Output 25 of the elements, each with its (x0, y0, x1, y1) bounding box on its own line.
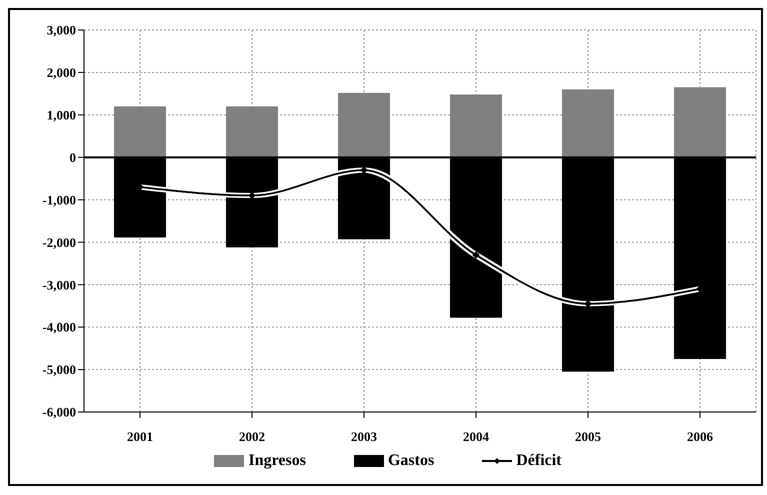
legend-label: Gastos (388, 452, 434, 470)
y-tick-label: -3,000 (42, 277, 76, 292)
bar (450, 94, 502, 158)
y-tick-label: 2,000 (46, 65, 76, 80)
bar (562, 89, 614, 158)
bar (338, 92, 390, 158)
y-tick-label: 1,000 (46, 108, 76, 123)
y-tick-label: 0 (70, 150, 76, 165)
x-tick-label: 2002 (239, 429, 265, 444)
y-tick-label: -6,000 (42, 404, 76, 420)
y-tick-label: -2,000 (42, 234, 76, 250)
y-tick-label: -4,000 (42, 320, 76, 335)
y-tick-label: 3,000 (46, 22, 76, 38)
x-tick-label: 2003 (351, 429, 378, 444)
y-tick-label: -5,000 (42, 362, 76, 378)
x-tick-label: 2001 (127, 429, 153, 444)
legend-label: Déficit (516, 452, 562, 470)
x-tick-label: 2004 (463, 429, 490, 444)
x-tick-label: 2005 (575, 429, 602, 444)
bar (674, 87, 726, 158)
legend-label: Ingresos (248, 452, 306, 470)
bar (114, 106, 166, 158)
bar (226, 106, 278, 158)
x-tick-label: 2006 (687, 429, 714, 444)
y-tick-label: -1,000 (42, 192, 76, 208)
